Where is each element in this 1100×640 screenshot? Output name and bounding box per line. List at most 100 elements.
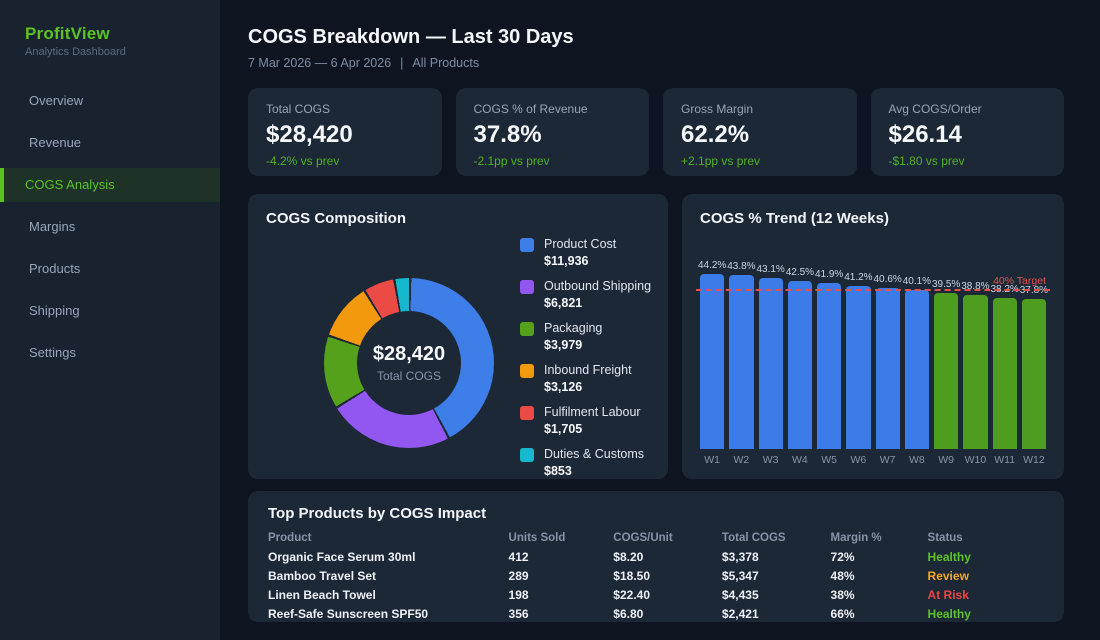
donut-chart[interactable]: $28,420 Total COGS (324, 278, 494, 448)
main-content: COGS Breakdown — Last 30 Days 7 Mar 2026… (220, 0, 1100, 640)
trend-chart-title: COGS % Trend (12 Weeks) (700, 210, 889, 227)
legend-label: Fulfilment Labour (544, 405, 641, 419)
margin-cell: 48% (830, 569, 855, 583)
bar-w8[interactable]: 40.1% (903, 239, 931, 449)
total-cogs-cell: $2,421 (721, 607, 759, 621)
bar-fill (758, 278, 783, 449)
legend-item-product-cost[interactable]: Product Cost $11,936 (520, 237, 651, 268)
bar-fill (817, 282, 842, 449)
bar-value-label: 40.6% (873, 274, 902, 286)
product-filter: All Products (412, 56, 480, 70)
legend-value: $3,979 (544, 338, 583, 352)
bar-w2[interactable]: 43.8% (727, 239, 756, 449)
donut-center-value: $28,420 (372, 343, 446, 365)
bar-w12[interactable]: 37.8% (1019, 239, 1049, 449)
target-label: 40% Target (993, 274, 1046, 287)
donut-chart-title: COGS Composition (266, 210, 406, 227)
table-header-row: Product Units Sold COGS/Unit Total COGS Marg… (268, 530, 1044, 548)
x-tick-label: W7 (879, 454, 896, 466)
bar-w4[interactable]: 42.5% (786, 239, 814, 449)
legend-value: $853 (544, 464, 572, 478)
kpi-value: $28,420 (266, 121, 353, 148)
bar-w3[interactable]: 43.1% (756, 239, 785, 449)
cogs-trend-card: COGS % Trend (12 Weeks) 44.2% 43.8% 43.1% 4… (682, 194, 1064, 479)
sidebar-item-overview[interactable]: Overview (29, 93, 84, 108)
trend-bars: 44.2% 43.8% 43.1% 42.5% 41.9% 41.2% 40.6% 40.1%… (698, 239, 1049, 449)
donut-center: $28,420 Total COGS (357, 311, 461, 415)
kpi-label: COGS % of Revenue (473, 102, 588, 116)
sidebar-item-shipping[interactable]: Shipping (29, 303, 80, 318)
bar-fill (1021, 299, 1046, 449)
charts-row: COGS Composition $28,420 Total COGS Prod… (248, 194, 1064, 479)
status-badge: Healthy (927, 607, 971, 621)
legend-item-inbound-freight[interactable]: Inbound Freight $3,126 (520, 363, 651, 394)
bar-w7[interactable]: 40.6% (873, 239, 902, 449)
legend-label: Packaging (544, 321, 603, 335)
legend-swatch (520, 364, 534, 378)
cogs-unit-cell: $22.40 (613, 588, 650, 602)
bar-w5[interactable]: 41.9% (815, 239, 843, 449)
legend-swatch (520, 322, 534, 336)
total-cogs-cell: $3,378 (721, 550, 759, 564)
donut-legend: Product Cost $11,936 Outbound Shipping $6,8… (520, 237, 651, 479)
x-tick-label: W10 (964, 454, 987, 466)
legend-value: $3,126 (544, 380, 583, 394)
legend-swatch (520, 406, 534, 420)
units-sold-cell: 198 (508, 588, 529, 602)
legend-item-outbound-shipping[interactable]: Outbound Shipping $6,821 (520, 279, 651, 310)
table-row: Bamboo Travel Set 289 $18.50 $5,347 48% Revie… (268, 567, 1044, 586)
page-title: COGS Breakdown — Last 30 Days (248, 26, 574, 48)
units-sold-cell: 356 (508, 607, 529, 621)
x-tick-label: W2 (733, 454, 750, 466)
sidebar-item-margins[interactable]: Margins (29, 219, 76, 234)
column-header-status: Status (927, 532, 963, 544)
bar-fill (729, 275, 754, 449)
app-tagline: Analytics Dashboard (25, 46, 126, 58)
column-header-margin-: Margin % (830, 532, 882, 544)
bar-value-label: 37.8% (1019, 285, 1049, 297)
total-cogs-cell: $4,435 (721, 588, 759, 602)
sidebar-item-settings[interactable]: Settings (29, 345, 76, 360)
bar-fill (992, 297, 1017, 449)
kpi-card-cogs-of-revenue: COGS % of Revenue 37.8% -2.1pp vs prev (455, 88, 649, 176)
product-cell: Bamboo Travel Set (268, 569, 377, 583)
table-body: Organic Face Serum 30ml 412 $8.20 $3,378 72%… (268, 548, 1044, 622)
sidebar-item-revenue[interactable]: Revenue (29, 135, 82, 150)
trend-x-axis: W1 W2 W3 W4 W5 W6 W7 W8 W9 W10 W11 W12 (700, 454, 1046, 466)
x-tick-label: W1 (704, 454, 720, 466)
bar-w6[interactable]: 41.2% (844, 239, 873, 449)
bar-fill (846, 285, 871, 449)
kpi-value: $26.14 (888, 121, 962, 148)
bar-fill (934, 292, 959, 449)
subtitle-separator: | (400, 56, 404, 70)
sidebar-item-cogs-analysis[interactable]: COGS Analysis (0, 168, 220, 202)
legend-text: Packaging $3,979 (544, 321, 602, 352)
kpi-label: Avg COGS/Order (888, 102, 982, 116)
bar-w10[interactable]: 38.8% (961, 239, 990, 449)
bar-value-label: 41.2% (844, 271, 873, 283)
table-row: Reef-Safe Sunscreen SPF50 356 $6.80 $2,421 6… (268, 605, 1044, 622)
kpi-delta: -4.2% vs prev (266, 154, 340, 168)
kpi-label: Total COGS (266, 102, 331, 116)
bar-w9[interactable]: 39.5% (931, 239, 961, 449)
bar-value-label: 39.5% (931, 278, 961, 290)
sidebar-nav: Overview Revenue COGS Analysis Margins Produ… (0, 84, 220, 370)
sidebar-item-products[interactable]: Products (29, 261, 81, 276)
legend-item-packaging[interactable]: Packaging $3,979 (520, 321, 651, 352)
legend-label: Duties & Customs (544, 447, 645, 461)
legend-item-fulfilment-labour[interactable]: Fulfilment Labour $1,705 (520, 405, 651, 436)
legend-item-duties-customs[interactable]: Duties & Customs $853 (520, 447, 651, 478)
top-products-table: Product Units Sold COGS/Unit Total COGS Marg… (268, 530, 1044, 622)
x-tick-label: W6 (850, 454, 867, 466)
bar-fill (963, 295, 988, 449)
column-header-units-sold: Units Sold (508, 532, 566, 544)
bar-w1[interactable]: 44.2% (698, 239, 726, 449)
status-badge: Healthy (927, 550, 971, 564)
legend-value: $1,705 (544, 422, 583, 436)
bar-w11[interactable]: 38.2% (990, 239, 1019, 449)
bar-fill (700, 273, 725, 449)
date-range: 7 Mar 2026 — 6 Apr 2026 (248, 56, 392, 70)
cogs-unit-cell: $6.80 (613, 607, 644, 621)
kpi-row: Total COGS $28,420 -4.2% vs prev COGS % of … (248, 88, 1064, 176)
product-cell: Reef-Safe Sunscreen SPF50 (268, 607, 429, 621)
